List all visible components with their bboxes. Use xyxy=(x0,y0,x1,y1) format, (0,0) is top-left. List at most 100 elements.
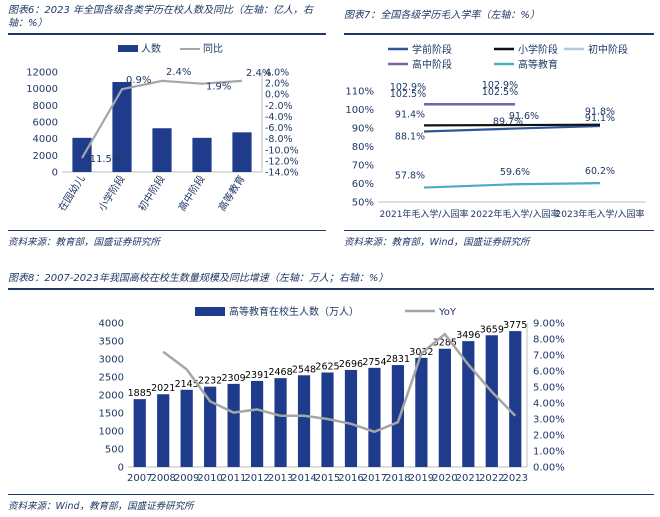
fig6-title: 图表6：2023 年全国各级各类学历在校人数及同比（左轴：亿人，右 轴：%） xyxy=(8,5,313,29)
fig8-bar-label: 2309 xyxy=(222,373,246,384)
fig8-title-rule xyxy=(8,288,654,290)
fig6-bar xyxy=(232,132,252,172)
fig8-bar xyxy=(462,341,475,467)
fig6-y-tick-label: 6000 xyxy=(33,118,58,129)
fig7-data-label: 57.8% xyxy=(395,171,425,182)
fig8-x-tick-label: 2023 xyxy=(503,473,528,484)
fig6-data-label: 2.4% xyxy=(166,67,191,78)
fig8-bar-label: 2754 xyxy=(362,357,386,368)
fig8-bar-label: 3496 xyxy=(456,330,480,341)
fig8-bar xyxy=(274,378,287,467)
fig7-series-line xyxy=(423,123,601,127)
fig8-bar-label: 2145 xyxy=(175,379,199,390)
fig8-x-tick-label: 2010 xyxy=(197,473,222,484)
fig6-y-tick-label: 0 xyxy=(52,168,58,179)
fig8-y2-tick-label: 8.00% xyxy=(533,335,565,346)
fig6-y2-tick-label: 2.0% xyxy=(265,79,289,90)
fig7-series-line xyxy=(423,124,601,133)
fig8-y2-tick-label: 2.00% xyxy=(533,431,565,442)
fig6-data-label: 0.9% xyxy=(126,75,151,86)
fig6-bar xyxy=(152,128,172,172)
fig7-legend-label: 小学阶段 xyxy=(518,43,558,56)
fig6-y-tick-label: 8000 xyxy=(33,101,58,112)
fig8-bar xyxy=(250,380,264,467)
fig8-bar-label: 3659 xyxy=(480,324,504,335)
fig8-bar-label: 2625 xyxy=(315,362,339,373)
fig7-legend-label: 高中阶段 xyxy=(412,58,452,71)
fig8-y2-tick-label: 6.00% xyxy=(533,367,565,378)
fig8-x-tick-label: 2018 xyxy=(385,473,410,484)
fig7-y-tick-label: 80% xyxy=(352,142,374,153)
fig8-title: 图表8：2007-2023年我国高校在校生数量规模及同比增速（左轴：万人；右轴：… xyxy=(8,273,389,284)
fig8-bar xyxy=(344,369,358,467)
fig6-x-tick-label: 高中阶段 xyxy=(175,173,207,214)
fig7-data-label: 91.1% xyxy=(585,113,615,124)
fig6-bar xyxy=(192,137,212,172)
fig7-source-rule xyxy=(344,230,654,231)
fig6-legend-bar-label: 人数 xyxy=(141,42,161,55)
fig6-x-tick-label: 小学阶段 xyxy=(95,173,127,214)
fig6-data-label: 1.9% xyxy=(206,82,231,93)
fig8-y-tick-label: 2500 xyxy=(99,373,124,384)
fig8-y-tick-label: 1000 xyxy=(99,427,124,438)
fig7-data-label: 91.4% xyxy=(395,109,425,120)
fig8-x-tick-label: 2011 xyxy=(221,473,246,484)
fig8-yoy-line xyxy=(162,332,517,434)
fig8-y-tick-label: 3000 xyxy=(99,355,124,366)
fig6-y-tick-label: 2000 xyxy=(33,151,58,162)
fig8-source-rule xyxy=(8,494,654,495)
fig8-y-tick-label: 3500 xyxy=(99,337,124,348)
fig8-bar-label: 2696 xyxy=(339,359,363,370)
fig8-y2-tick-label: 3.00% xyxy=(533,415,565,426)
fig8-y-tick-label: 2000 xyxy=(99,391,124,402)
fig6-x-tick-label: 在园幼儿 xyxy=(55,173,87,214)
fig8-bar-label: 2232 xyxy=(198,376,222,387)
fig6-source-rule xyxy=(8,230,326,231)
fig7-x-tick-label: 2023年毛入学/入园率 xyxy=(556,208,645,220)
fig6-bar xyxy=(72,137,92,172)
fig8-y-tick-label: 0 xyxy=(118,463,124,474)
fig8-y-tick-label: 4000 xyxy=(99,319,124,330)
fig7-y-tick-label: 110% xyxy=(345,87,374,98)
fig8-source: 资料来源：Wind，教育部，国盛证券研究所 xyxy=(8,501,194,512)
fig6-data-label: 2.4% xyxy=(246,68,271,79)
fig8-legend-bar-label: 高等教育在校生人数（万人） xyxy=(229,305,359,318)
fig6-y2-tick-label: -12.0% xyxy=(265,156,299,167)
fig7-legend-label: 初中阶段 xyxy=(588,43,628,56)
fig8-y-tick-label: 500 xyxy=(105,445,124,456)
fig6-y2-tick-label: 0.0% xyxy=(265,90,289,101)
fig6-y-tick-label: 4000 xyxy=(33,134,58,145)
fig8-bar xyxy=(180,389,193,467)
fig8-x-tick-label: 2019 xyxy=(409,473,434,484)
fig8-x-tick-label: 2022 xyxy=(479,473,504,484)
fig7-data-label: 102.9% xyxy=(482,80,518,91)
fig6-yoy-line xyxy=(81,79,243,159)
fig6-legend-bar-swatch xyxy=(118,45,138,52)
fig8-x-tick-label: 2012 xyxy=(244,473,269,484)
fig6-data-label: -11.5% xyxy=(86,154,121,165)
fig7-data-label: 91.8% xyxy=(585,107,615,118)
fig7-title-rule xyxy=(344,33,654,35)
fig6-y2-tick-label: -8.0% xyxy=(265,134,293,145)
fig8-bar-label: 2468 xyxy=(268,367,292,378)
fig6-x-tick-label: 初中阶段 xyxy=(135,173,167,214)
fig8-bar-label: 1885 xyxy=(128,388,152,399)
fig7-x-tick-label: 2021年毛入学/入园率 xyxy=(380,208,469,220)
fig8-x-tick-label: 2020 xyxy=(432,473,457,484)
fig8-x-tick-label: 2009 xyxy=(174,473,199,484)
fig8-bar xyxy=(368,367,381,467)
fig7-data-label: 102.5% xyxy=(482,87,518,98)
fig8-y2-tick-label: 5.00% xyxy=(533,383,565,394)
fig8-y2-tick-label: 1.00% xyxy=(533,447,565,458)
fig7-series-line xyxy=(423,182,601,189)
fig7-y-tick-label: 60% xyxy=(352,179,374,190)
fig8-x-tick-label: 2016 xyxy=(338,473,363,484)
fig8-bar xyxy=(204,386,217,467)
fig6-y2-tick-label: -10.0% xyxy=(265,145,299,156)
fig8-bar xyxy=(438,348,451,467)
fig8-bar xyxy=(227,383,240,467)
fig8-bar-label: 2548 xyxy=(292,364,316,375)
fig8-y2-tick-label: 7.00% xyxy=(533,351,565,362)
fig6-source: 资料来源：教育部，国盛证券研究所 xyxy=(8,237,161,248)
fig8-y2-tick-label: 0.00% xyxy=(533,463,565,474)
